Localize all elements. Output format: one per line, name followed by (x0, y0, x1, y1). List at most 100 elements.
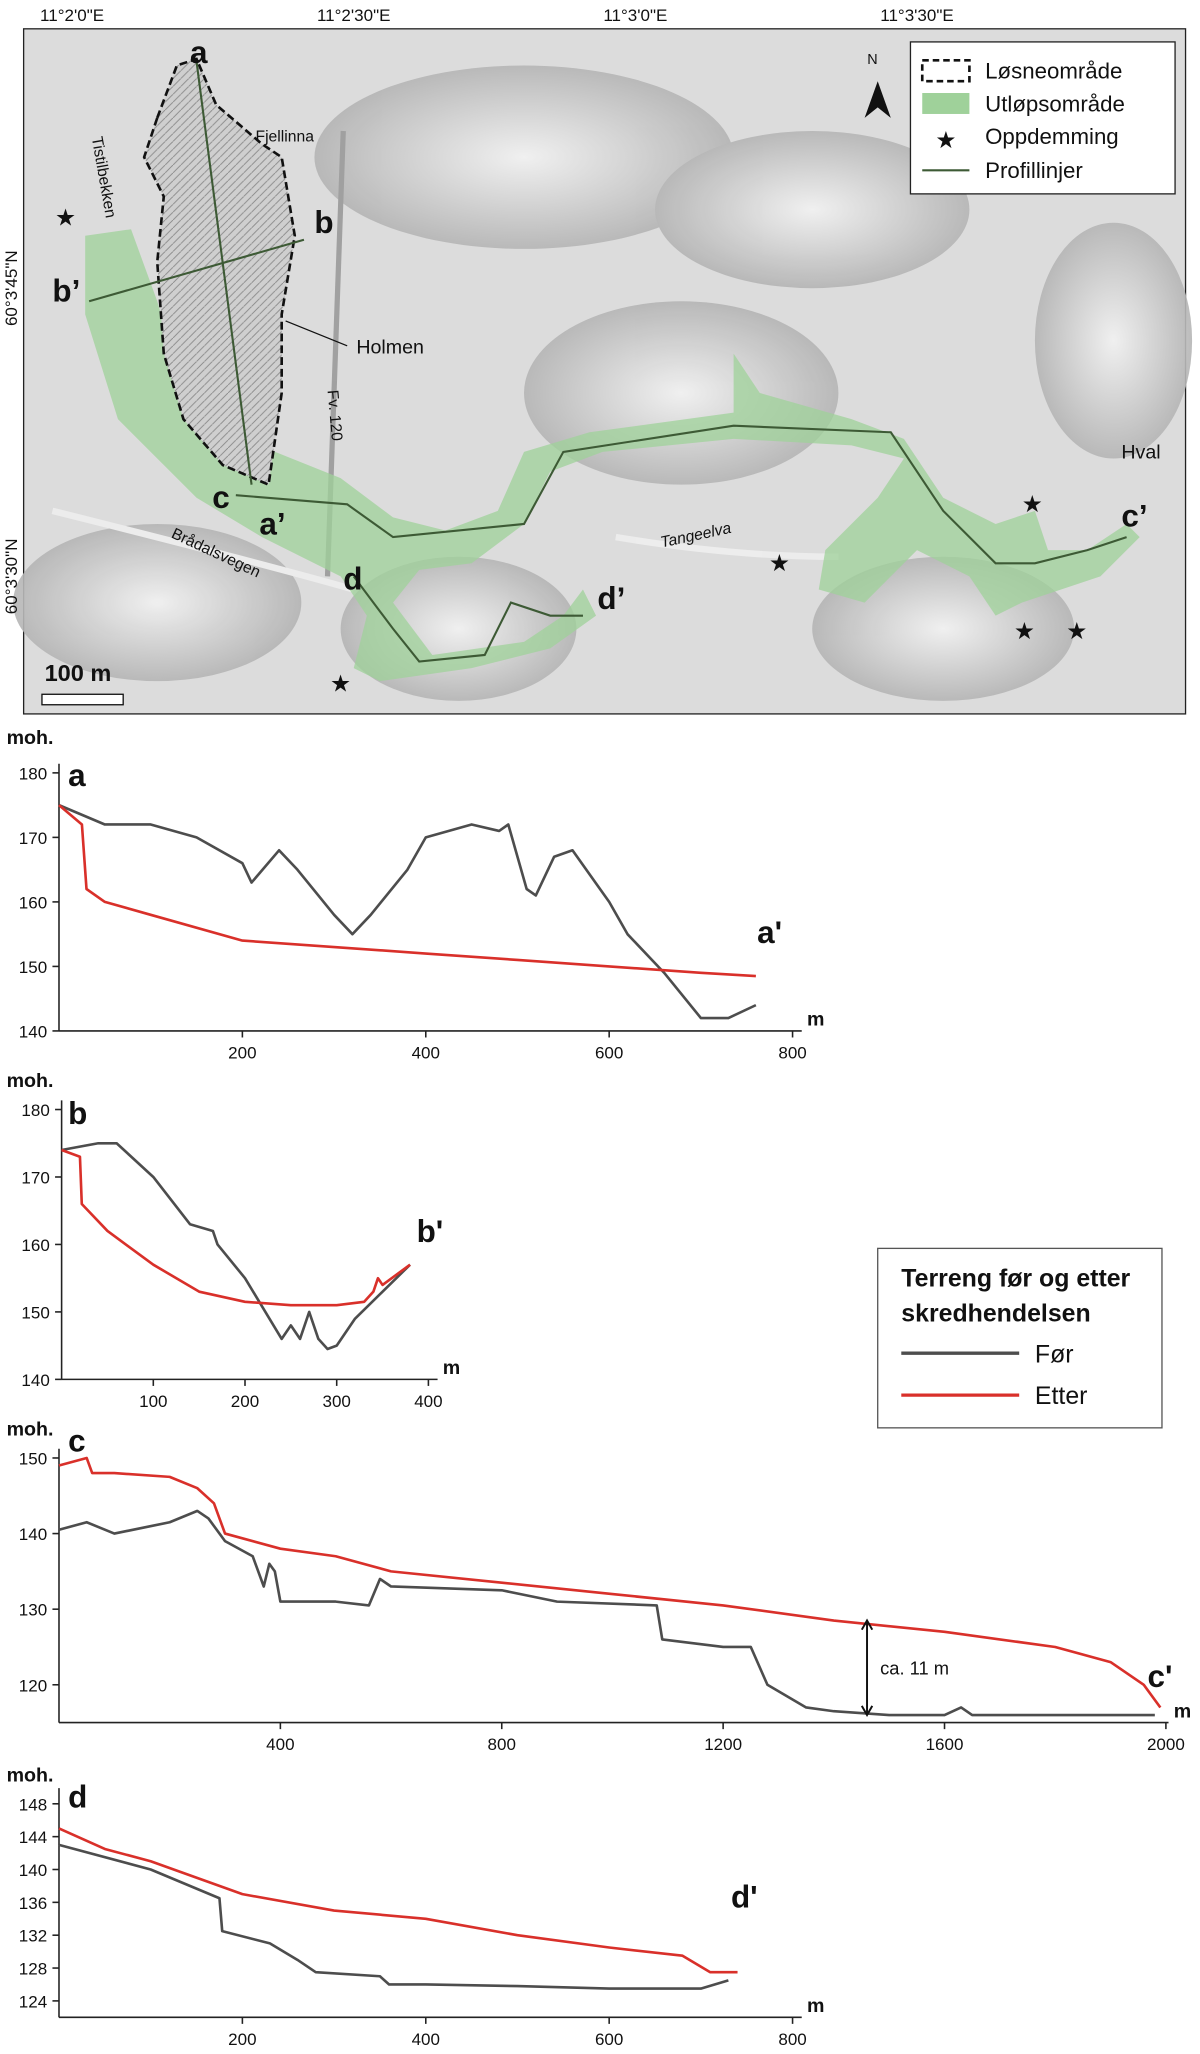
x-tick-label: 2000 (1147, 1735, 1185, 1754)
y-axis-label: moh. (7, 727, 54, 749)
map: ★ ★ ★ ★ ★ ★ 11°2'0"E 11°2'30"E 11°3'0"E … (2, 6, 1193, 715)
y-tick-label: 128 (19, 1960, 47, 1979)
x-tick-label: 1600 (926, 1735, 964, 1754)
profile-letter: a (190, 35, 208, 70)
profile-letter: d’ (597, 581, 625, 616)
profile-letter: a’ (259, 506, 285, 541)
profile-chart: moh. m 140 150 160 170 180 200 400 600 800 a a' (7, 727, 825, 1062)
x-axis-label: m (1174, 1700, 1191, 1722)
place-label: Holmen (356, 337, 424, 359)
y-tick-label: 140 (19, 1022, 47, 1041)
x-tick-label: 600 (595, 2030, 623, 2049)
profile-start-label: b (68, 1096, 87, 1131)
arrow-head (860, 1705, 874, 1718)
legend-label: Utløpsområde (985, 91, 1125, 116)
y-axis-label: moh. (7, 1765, 54, 1787)
svg-text:★: ★ (330, 671, 351, 697)
x-tick-label: 800 (488, 1735, 516, 1754)
profile-line (58, 1509, 1155, 1717)
release-area (142, 57, 297, 487)
x-tick-label: 200 (228, 2030, 256, 2049)
profile-chart: moh. m 124 128 132 136 140 144 148 200 400 600 800 d d… (7, 1765, 825, 2049)
y-tick-label: 180 (21, 1101, 49, 1120)
x-tick-label: 100 (139, 1392, 167, 1411)
north-arrow (864, 81, 891, 118)
x-tick-label: 400 (266, 1735, 294, 1754)
svg-text:★: ★ (769, 550, 790, 576)
y-tick-label: 136 (19, 1894, 47, 1913)
profile-letter: c (212, 480, 229, 515)
y-tick-label: 148 (19, 1795, 47, 1814)
place-label: Fv. 120 (324, 389, 345, 442)
x-axis-label: m (443, 1357, 460, 1379)
y-axis-label: moh. (7, 1419, 54, 1441)
profile-chart: moh. m 120 130 140 150 400 800 1200 1600 2000 c c' ca… (7, 1419, 1192, 1754)
x-tick-label: 200 (231, 1392, 259, 1411)
annotation-text: ca. 11 m (880, 1657, 949, 1678)
y-tick-label: 140 (19, 1861, 47, 1880)
coord-label: 60°3'45"N (2, 250, 21, 326)
y-tick-label: 180 (19, 764, 47, 783)
y-axis-label: moh. (7, 1070, 54, 1092)
x-tick-label: 400 (414, 1392, 442, 1411)
y-tick-label: 130 (19, 1601, 47, 1620)
x-axis-label: m (807, 1009, 824, 1031)
map-legend: ★ Løsneområde Utløpsområde Oppdemming Pr… (909, 41, 1176, 195)
profile-start-label: c (68, 1423, 85, 1458)
coord-label: 11°3'30"E (880, 6, 954, 25)
profile-end-label: d' (731, 1879, 758, 1914)
profile-lines (88, 61, 1127, 663)
x-tick-label: 1200 (704, 1735, 742, 1754)
svg-text:★: ★ (1066, 618, 1087, 644)
profile-line (58, 803, 757, 1020)
y-tick-label: 144 (19, 1828, 47, 1847)
x-tick-label: 400 (412, 1043, 440, 1062)
profile-letter: c’ (1121, 499, 1147, 534)
profile-line (58, 804, 756, 978)
legend-title: skredhendelsen (901, 1300, 1090, 1328)
coord-label: 60°3'30"N (2, 539, 21, 615)
svg-text:★: ★ (1022, 491, 1043, 517)
profile-line (61, 1141, 411, 1351)
scale-bar (41, 693, 124, 706)
profile-chart: moh. m 140 150 160 170 180 100 200 300 400 b b' (7, 1070, 461, 1411)
profile-letter: d (343, 561, 362, 596)
profile-letter: b (314, 205, 333, 240)
profile-end-label: b' (417, 1214, 444, 1249)
coord-label: 11°2'0"E (40, 6, 104, 25)
x-tick-label: 800 (778, 2030, 806, 2049)
svg-text:★: ★ (935, 127, 956, 153)
profile-letter: b’ (52, 273, 80, 308)
y-tick-label: 140 (21, 1371, 49, 1390)
legend-title: Terreng før og etter (901, 1264, 1130, 1292)
legend-label: Etter (1035, 1382, 1088, 1410)
x-axis-label: m (807, 1995, 824, 2017)
x-tick-label: 300 (323, 1392, 351, 1411)
y-tick-label: 150 (19, 958, 47, 977)
profile-end-label: a' (757, 915, 782, 950)
profile-end-label: c' (1148, 1659, 1173, 1694)
runout-area (85, 229, 1140, 682)
svg-text:★: ★ (55, 204, 76, 230)
x-tick-label: 400 (412, 2030, 440, 2049)
arrow-head (860, 1618, 874, 1631)
profile-line (58, 1827, 738, 1974)
svg-text:★: ★ (1014, 618, 1035, 644)
legend-box (877, 1247, 1163, 1429)
x-tick-label: 800 (778, 1043, 806, 1062)
y-tick-label: 160 (21, 1236, 49, 1255)
y-tick-label: 140 (19, 1525, 47, 1544)
legend-label: Før (1035, 1340, 1074, 1368)
place-label: Fjellinna (255, 128, 314, 145)
profile-line (61, 1148, 411, 1307)
dam-markers: ★ ★ ★ ★ ★ ★ (55, 204, 1087, 696)
y-tick-label: 150 (19, 1450, 47, 1469)
profile-legend: Terreng før og etter skredhendelsen Før Ett… (877, 1247, 1163, 1429)
y-tick-label: 170 (19, 829, 47, 848)
x-tick-label: 200 (228, 1043, 256, 1062)
legend-label: Oppdemming (985, 124, 1119, 149)
legend-label: Løsneområde (985, 59, 1122, 84)
y-tick-label: 150 (21, 1303, 49, 1322)
